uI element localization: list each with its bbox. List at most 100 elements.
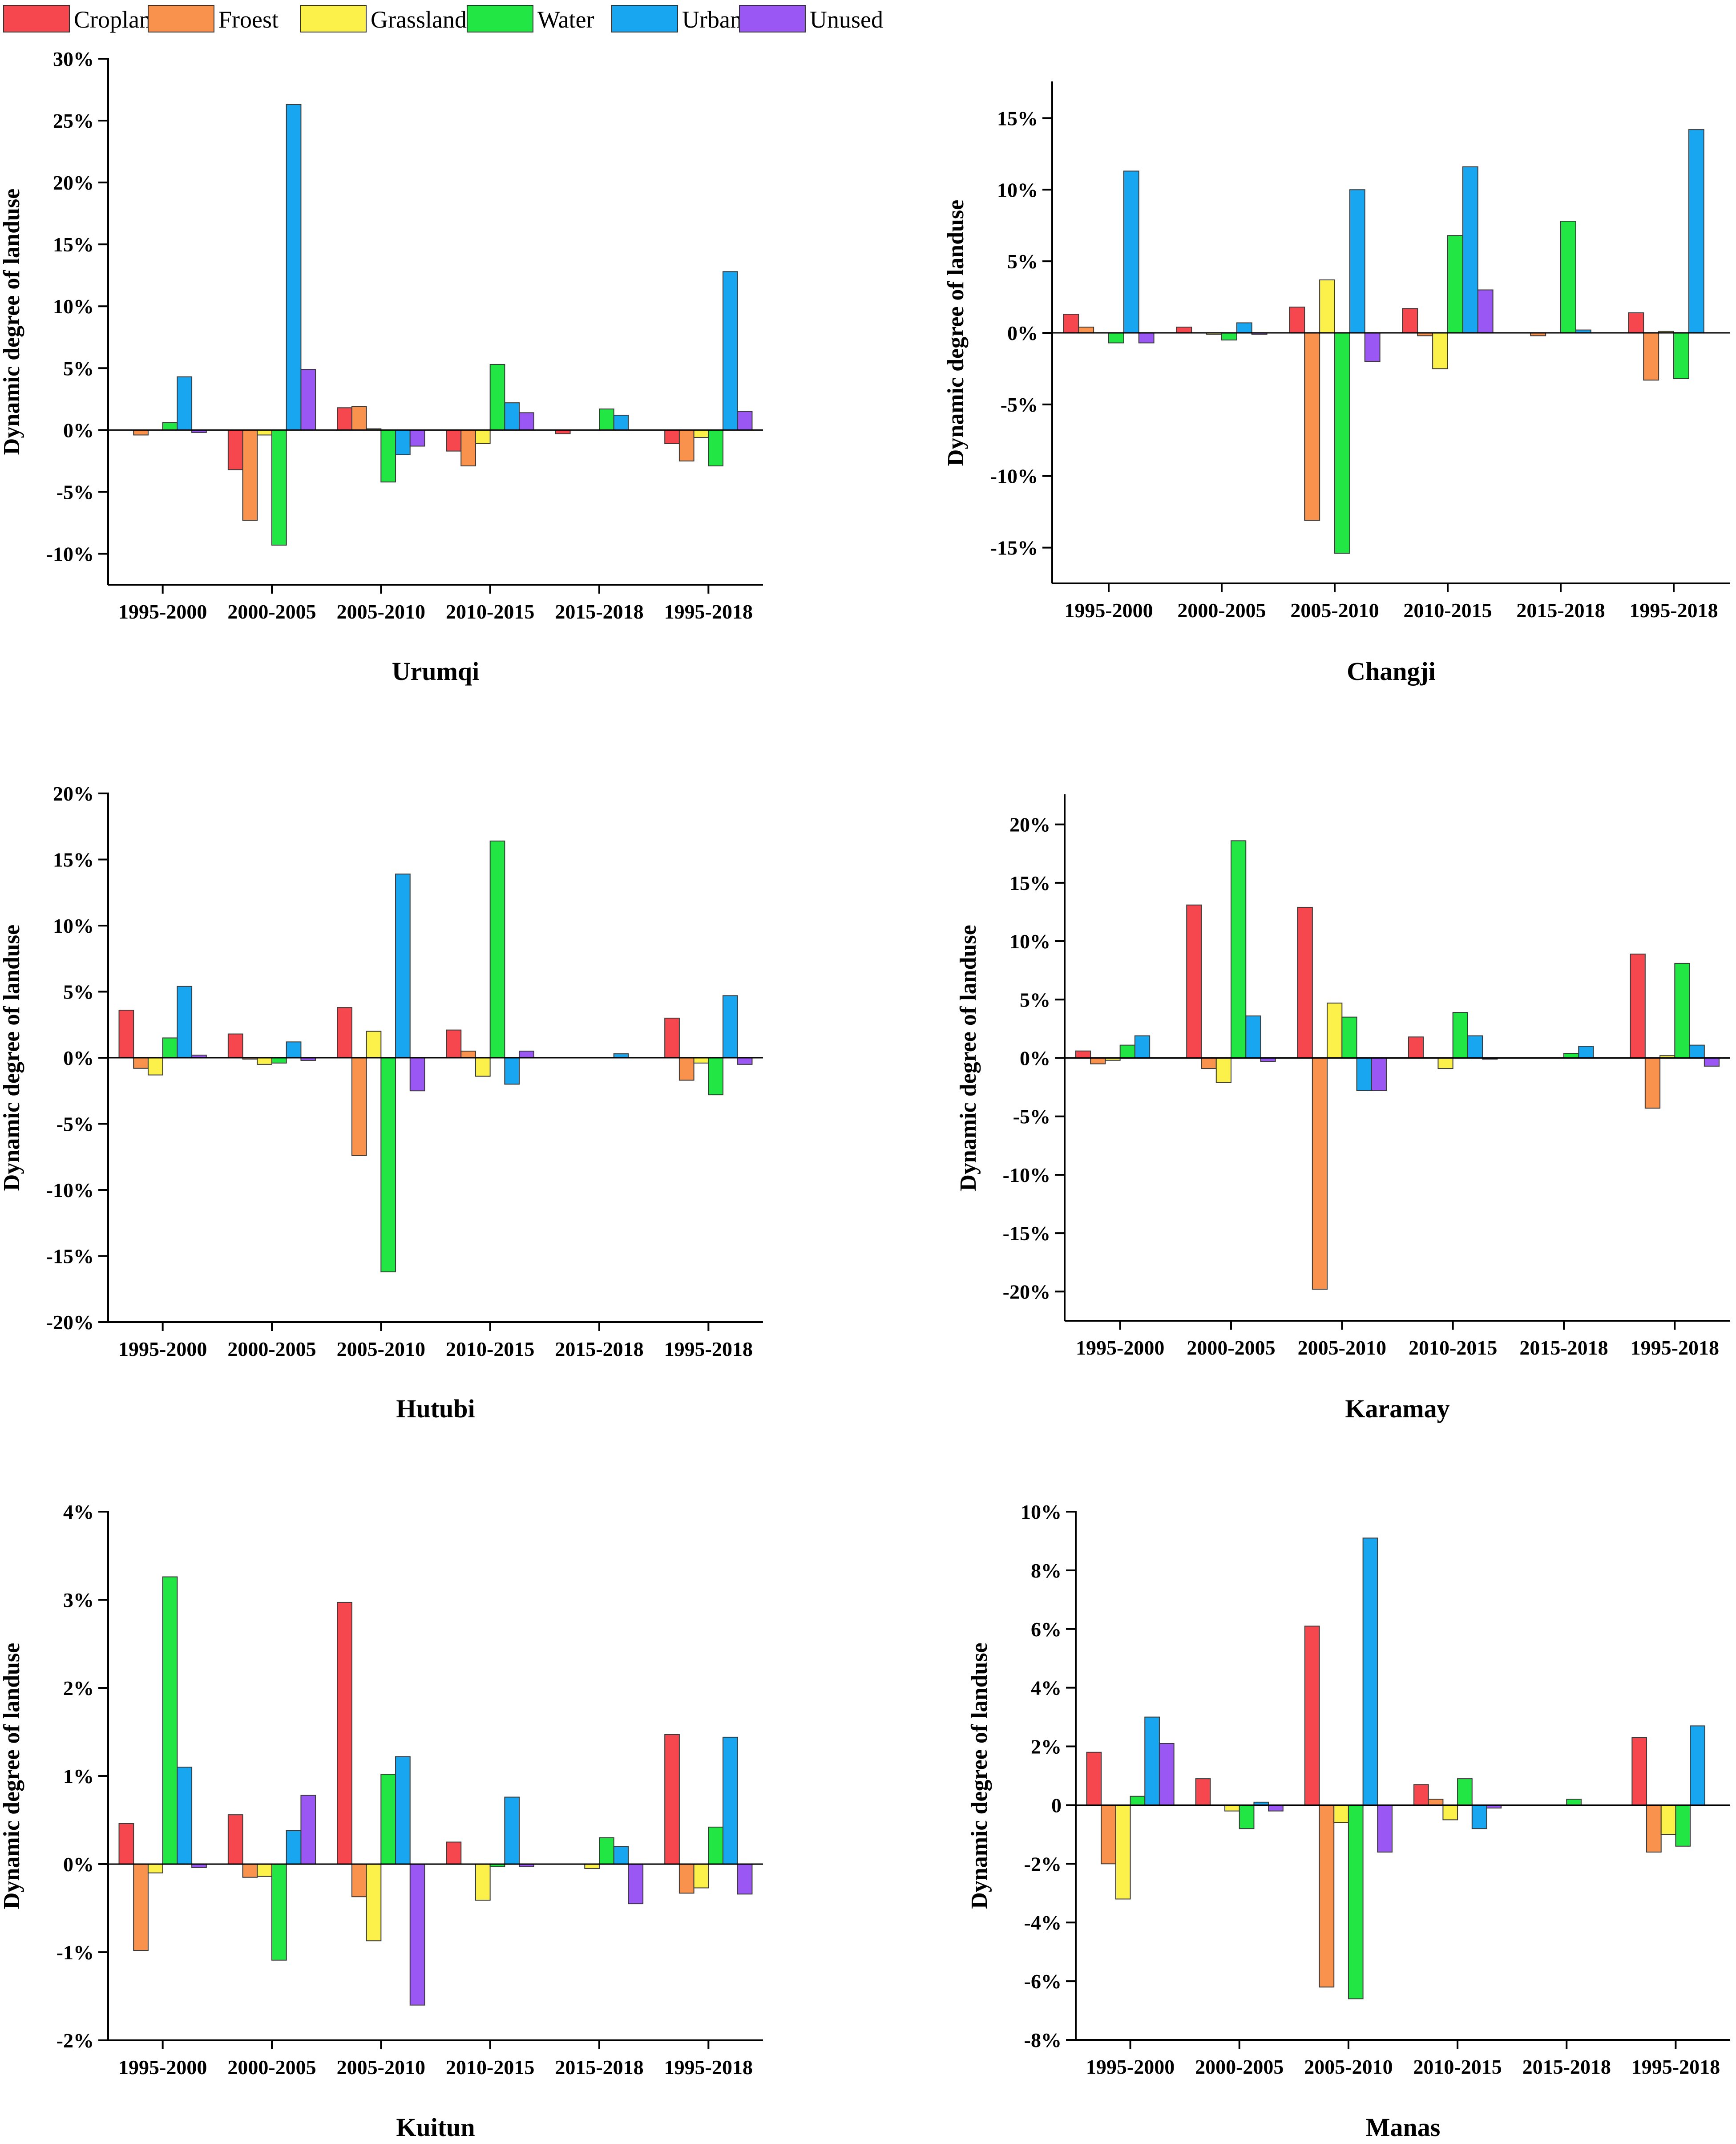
chart-title: Urumqi [392, 657, 480, 686]
bar-unused-2005-2010 [1364, 332, 1381, 362]
bar-urban-2010-2015 [1471, 1804, 1487, 1829]
chart-manas: -8% -6% -4% -2% 0 2% 4% 6% 8% 10% 1995-2000 2000-20… [967, 1501, 1730, 2142]
bar-unused-2005-2010 [409, 1057, 425, 1092]
y-tick-label: 2% [63, 1677, 94, 1699]
y-tick-label: 8% [1031, 1559, 1062, 1582]
bar-grassland-2000-2005 [257, 429, 272, 436]
bar-water-2000-2005 [271, 1057, 287, 1064]
bar-froest-1995-2018 [1644, 1057, 1661, 1109]
bar-water-1995-2000 [162, 1037, 178, 1058]
bar-urban-1995-2018 [1690, 1725, 1705, 1806]
bar-water-2000-2005 [1221, 332, 1237, 341]
chart-title: Changji [1347, 657, 1436, 686]
bar-cropland-2000-2005 [227, 429, 243, 470]
bar-froest-2000-2005 [1201, 1057, 1217, 1069]
x-category-label: 1995-2018 [1629, 599, 1718, 622]
x-category-label: 2005-2010 [1290, 599, 1379, 622]
bar-froest-2005-2010 [351, 1057, 367, 1156]
legend-swatch-urban [611, 5, 678, 32]
x-category-label: 2005-2010 [1304, 2055, 1393, 2078]
bar-froest-2000-2005 [242, 1864, 258, 1878]
bar-cropland-2010-2015 [1413, 1784, 1429, 1806]
bar-urban-2010-2015 [504, 1796, 520, 1865]
y-tick-label: 2% [1031, 1735, 1062, 1758]
bar-cropland-2010-2015 [446, 429, 462, 452]
legend-swatch-unused [739, 5, 806, 32]
bar-water-2010-2015 [1452, 1012, 1468, 1059]
bar-cropland-1995-2000 [1075, 1050, 1091, 1059]
legend-swatch-cropland [3, 5, 70, 32]
y-tick-label: 0% [63, 1047, 94, 1069]
bar-urban-2005-2010 [1356, 1057, 1372, 1091]
bar-unused-1995-2000 [1159, 1743, 1175, 1806]
bar-water-2015-2018 [1563, 1053, 1579, 1059]
bar-water-2010-2015 [1447, 235, 1463, 334]
y-tick-label: 10% [1009, 930, 1050, 953]
bar-water-1995-2000 [162, 1576, 178, 1865]
y-axis-label: Dynamic degree of landuse [943, 200, 969, 466]
bar-grassland-2000-2005 [1215, 1057, 1232, 1083]
y-tick-label: -4% [1024, 1911, 1062, 1934]
y-tick-label: 25% [53, 109, 94, 132]
y-tick-label: 15% [997, 107, 1038, 129]
y-tick-label: 0 [1051, 1794, 1062, 1816]
y-tick-label: 4% [1031, 1677, 1062, 1699]
legend-swatch-grassland [300, 5, 367, 32]
y-tick-label: 15% [53, 849, 94, 871]
bar-froest-1995-2000 [1101, 1804, 1116, 1865]
bar-water-2005-2010 [380, 1774, 396, 1865]
bar-unused-2015-2018 [628, 1864, 644, 1905]
x-category-label: 2015-2018 [1516, 599, 1605, 622]
bar-urban-2000-2005 [1236, 322, 1252, 333]
bar-froest-2010-2015 [460, 429, 476, 467]
y-tick-label: -20% [46, 1311, 94, 1334]
legend-label-grassland: Grassland [371, 6, 467, 33]
bar-urban-2010-2015 [504, 1057, 520, 1085]
bar-unused-2005-2010 [1371, 1057, 1387, 1091]
bar-cropland-1995-2018 [664, 1734, 680, 1865]
chart-kuitun: -2% -1% 0% 1% 2% 3% 4% 1995-2000 2000-2005 2005-2… [0, 1501, 763, 2142]
y-tick-label: 5% [1007, 250, 1038, 273]
bar-froest-2010-2015 [1428, 1799, 1444, 1806]
bar-grassland-2010-2015 [475, 1864, 491, 1901]
legend-swatch-froest [148, 5, 214, 32]
y-tick-label: -6% [1024, 1970, 1062, 1993]
bar-cropland-1995-2018 [1630, 953, 1646, 1059]
bar-water-1995-2018 [1675, 1804, 1691, 1847]
bar-water-1995-2000 [1119, 1044, 1135, 1059]
x-category-label: 2000-2005 [227, 600, 316, 623]
bar-urban-1995-2000 [1123, 170, 1139, 333]
y-tick-label: -2% [1024, 1853, 1062, 1875]
bar-urban-1995-2000 [177, 1767, 193, 1865]
bar-urban-1995-2018 [723, 1736, 738, 1865]
y-tick-label: 6% [1031, 1618, 1062, 1641]
bar-water-1995-2018 [1673, 332, 1689, 379]
bar-water-1995-2000 [1108, 332, 1124, 344]
bar-froest-1995-2000 [1090, 1057, 1106, 1064]
x-category-label: 1995-2000 [1076, 1336, 1164, 1359]
legend-swatch-water [467, 5, 533, 32]
bar-water-2015-2018 [599, 1837, 614, 1865]
bar-grassland-1995-2018 [1660, 1804, 1676, 1835]
x-category-label: 1995-2000 [1086, 2055, 1175, 2078]
bar-urban-2015-2018 [613, 414, 629, 431]
bar-urban-2005-2010 [395, 429, 411, 455]
chart-panels: -10% -5% 0% 5% 10% 15% 20% 25% 30% 1995-2000 2000-… [0, 48, 1730, 2142]
chart-title: Kuitun [396, 2113, 475, 2142]
bar-cropland-1995-2018 [1631, 1737, 1647, 1806]
bar-grassland-2010-2015 [475, 1057, 491, 1077]
y-axis-label: Dynamic degree of landuse [956, 925, 981, 1191]
x-category-label: 2015-2018 [555, 1338, 643, 1360]
bar-cropland-2005-2010 [337, 1602, 352, 1865]
x-category-label: 2015-2018 [555, 600, 643, 623]
bar-urban-1995-2000 [177, 986, 193, 1059]
chart-title: Manas [1366, 2113, 1441, 2142]
bar-water-2000-2005 [1239, 1804, 1255, 1829]
legend-label-urban: Urban [682, 6, 742, 33]
y-tick-label: -5% [57, 481, 94, 503]
bar-unused-1995-2000 [1138, 332, 1155, 344]
bar-water-1995-2018 [1674, 963, 1690, 1059]
legend-label-froest: Froest [218, 6, 279, 33]
bar-cropland-2000-2005 [227, 1033, 243, 1059]
chart-changji: -15% -10% -5% 0% 5% 10% 15% 1995-2000 2000-2005 2… [943, 81, 1730, 686]
